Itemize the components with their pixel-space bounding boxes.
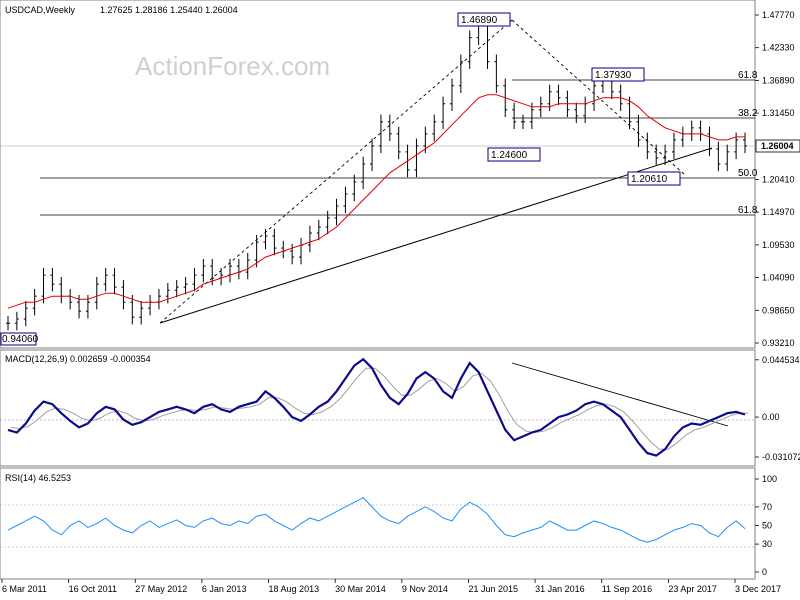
rsi-line <box>7 496 746 543</box>
time-tick-label: 23 Apr 2017 <box>668 584 717 594</box>
fib-label-61-upper: 61.8 <box>738 70 758 81</box>
rsi-axis: 100 70 50 30 0 <box>755 474 777 577</box>
rsi-tick-label: 70 <box>762 502 772 512</box>
svg-text:1.24600: 1.24600 <box>491 150 528 161</box>
time-tick-label: 30 Mar 2014 <box>335 584 386 594</box>
price-tick-label: 1.04090 <box>762 273 795 283</box>
price-tick-label: 1.09530 <box>762 240 795 250</box>
svg-text:1.37930: 1.37930 <box>595 70 632 81</box>
svg-text:0.94060: 0.94060 <box>2 334 39 345</box>
rsi-tick-label: 30 <box>762 539 772 549</box>
time-tick-label: 6 Jan 2013 <box>202 584 247 594</box>
time-tick-label: 21 Jun 2015 <box>468 584 518 594</box>
price-tick-label: 1.14970 <box>762 207 795 217</box>
time-tick-label: 31 Jan 2016 <box>535 584 585 594</box>
macd-trendline <box>511 362 729 427</box>
macd-signal-line <box>10 367 748 450</box>
time-tick-label: 3 Dec 2017 <box>735 584 781 594</box>
time-tick-label: 11 Sep 2016 <box>602 584 652 594</box>
price-tick-label: 1.31450 <box>762 108 795 118</box>
annotation-low: 0.94060 <box>0 332 39 346</box>
macd-line <box>7 357 746 457</box>
price-tick-label: 0.93210 <box>762 338 795 348</box>
trendline-support <box>159 147 713 324</box>
ohlc-label: 1.27625 1.28186 1.25440 1.26004 <box>100 5 238 15</box>
price-tick-label: 1.42330 <box>762 43 795 53</box>
svg-text:1.20610: 1.20610 <box>631 174 668 185</box>
price-tick-label: 0.98650 <box>762 305 795 315</box>
watermark: ActionForex.com <box>135 51 330 81</box>
macd-tick-label: 0.044534 <box>762 355 800 365</box>
time-tick-label: 9 Nov 2014 <box>402 584 448 594</box>
price-axis: 1.47770 1.42330 1.36890 1.31450 1.20410 1.149… <box>755 10 795 348</box>
macd-label: MACD(12,26,9) 0.002659 -0.000354 <box>5 354 151 364</box>
rsi-tick-label: 0 <box>762 567 767 577</box>
price-tick-label: 1.47770 <box>762 10 795 20</box>
fib-label-61-lower: 61.8 <box>738 205 758 216</box>
time-tick-label: 18 Aug 2013 <box>269 584 320 594</box>
macd-tick-label: 0.00 <box>762 412 780 422</box>
symbol-label: USDCAD,Weekly <box>5 5 75 15</box>
annotation-swing-high-2016: 1.37930 <box>591 67 645 82</box>
time-tick-label: 16 Oct 2011 <box>69 584 117 594</box>
time-axis: 6 Mar 2011 16 Oct 2011 27 May 2012 6 Jan 20… <box>1 579 781 594</box>
current-price-tag: 1.26004 <box>755 139 800 153</box>
annotation-swing-low-2017: 1.20610 <box>627 171 681 186</box>
fib-label-50: 50.0 <box>738 168 758 179</box>
ma-line <box>7 94 745 309</box>
rsi-label: RSI(14) 46.5253 <box>5 473 71 483</box>
rsi-tick-label: 100 <box>762 474 777 484</box>
time-tick-label: 27 May 2012 <box>135 584 187 594</box>
time-tick-label: 6 Mar 2011 <box>2 584 47 594</box>
fib-label-38: 38.2 <box>738 108 758 119</box>
macd-axis: 0.044534 0.00 -0.031072 <box>755 355 800 462</box>
rsi-panel <box>0 467 756 580</box>
annotation-high: 1.46890 <box>457 12 511 27</box>
price-tick-label: 1.36890 <box>762 75 795 85</box>
rsi-tick-label: 50 <box>762 521 772 531</box>
macd-panel <box>0 349 756 467</box>
annotation-swing-low-2016: 1.24600 <box>487 147 541 162</box>
svg-text:1.46890: 1.46890 <box>461 15 498 26</box>
svg-text:1.26004: 1.26004 <box>761 141 794 151</box>
price-tick-label: 1.20410 <box>762 174 795 184</box>
macd-tick-label: -0.031072 <box>762 452 800 462</box>
